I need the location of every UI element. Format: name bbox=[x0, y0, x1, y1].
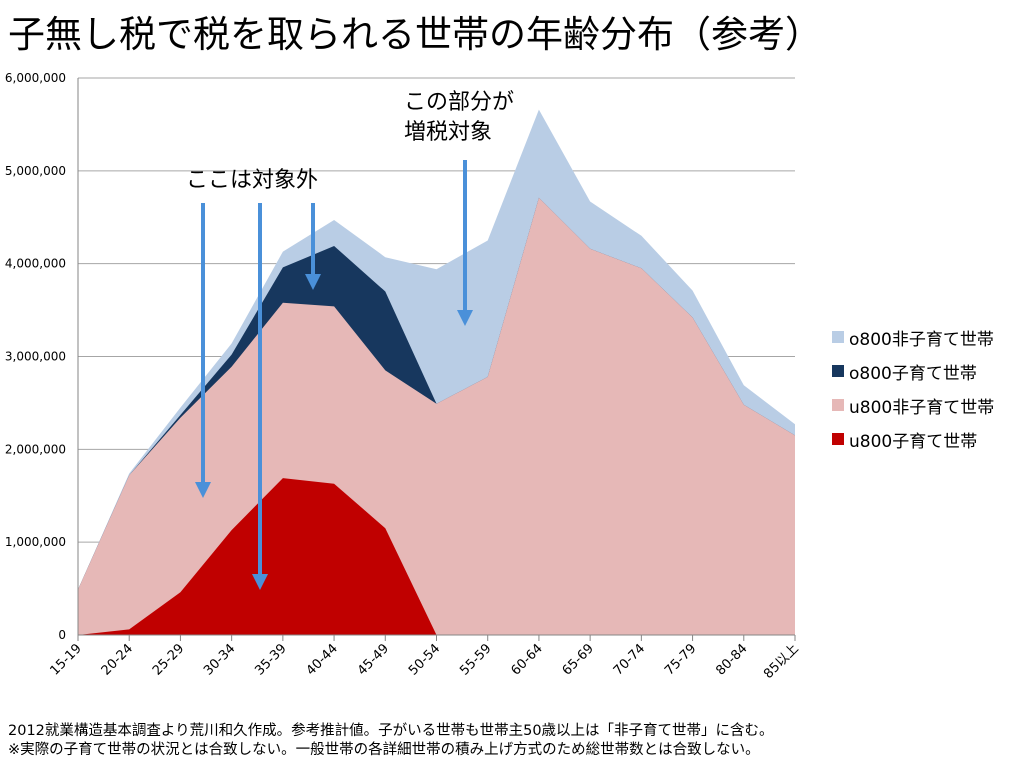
x-tick-label: 85以上 bbox=[761, 641, 802, 682]
legend-swatch bbox=[832, 331, 844, 343]
chart-legend: o800非子育て世帯 o800子育て世帯 u800非子育て世帯 u800子育て世帯 bbox=[832, 320, 994, 456]
footnote: 2012就業構造基本調査より荒川和久作成。参考推計値。子がいる世帯も世帯主50歳… bbox=[8, 722, 774, 760]
y-tick-label: 2,000,000 bbox=[5, 442, 66, 456]
x-tick-label: 70-74 bbox=[611, 641, 648, 678]
legend-item: o800非子育て世帯 bbox=[832, 320, 994, 354]
legend-item: u800非子育て世帯 bbox=[832, 388, 994, 422]
x-tick-label: 65-69 bbox=[560, 641, 597, 678]
x-tick-label: 60-64 bbox=[508, 641, 545, 678]
y-tick-label: 3,000,000 bbox=[5, 350, 66, 364]
x-tick-label: 15-19 bbox=[48, 641, 85, 678]
annotation-target-line2: 増税対象 bbox=[404, 120, 493, 145]
legend-swatch bbox=[832, 365, 844, 377]
x-tick-label: 75-79 bbox=[662, 641, 699, 678]
chart-title: 子無し税で税を取られる世帯の年齢分布（参考） bbox=[8, 13, 822, 56]
legend-label: u800子育て世帯 bbox=[849, 431, 978, 452]
legend-swatch bbox=[832, 433, 844, 445]
legend-item: o800子育て世帯 bbox=[832, 354, 994, 388]
legend-label: u800非子育て世帯 bbox=[849, 397, 995, 418]
footnote-line2: ※実際の子育て世帯の状況とは合致しない。一般世帯の各詳細世帯の積み上げ方式のため… bbox=[8, 742, 760, 758]
y-tick-label: 5,000,000 bbox=[5, 164, 66, 178]
y-tick-label: 0 bbox=[58, 628, 66, 642]
series-area-u800子育て世帯 bbox=[78, 478, 795, 635]
x-tick-label: 55-59 bbox=[457, 641, 494, 678]
legend-label: o800子育て世帯 bbox=[849, 363, 977, 384]
legend-swatch bbox=[832, 399, 844, 411]
x-tick-label: 20-24 bbox=[99, 641, 136, 678]
legend-label: o800非子育て世帯 bbox=[849, 329, 994, 350]
x-tick-label: 35-39 bbox=[252, 641, 289, 678]
x-tick-label: 25-29 bbox=[150, 641, 187, 678]
annotation-target-line1: この部分が bbox=[404, 90, 515, 115]
footnote-line1: 2012就業構造基本調査より荒川和久作成。参考推計値。子がいる世帯も世帯主50歳… bbox=[8, 723, 774, 739]
x-tick-label: 80-84 bbox=[713, 641, 750, 678]
annotation-excluded: ここは対象外 bbox=[186, 168, 319, 193]
x-tick-label: 30-34 bbox=[201, 641, 238, 678]
y-tick-label: 1,000,000 bbox=[5, 535, 66, 549]
x-tick-label: 50-54 bbox=[406, 641, 443, 678]
y-tick-label: 4,000,000 bbox=[5, 257, 66, 271]
y-tick-label: 6,000,000 bbox=[5, 71, 66, 85]
legend-item: u800子育て世帯 bbox=[832, 422, 994, 456]
x-tick-label: 40-44 bbox=[304, 641, 341, 678]
x-tick-label: 45-49 bbox=[355, 641, 392, 678]
annotation-target: この部分が 増税対象 bbox=[404, 88, 514, 148]
